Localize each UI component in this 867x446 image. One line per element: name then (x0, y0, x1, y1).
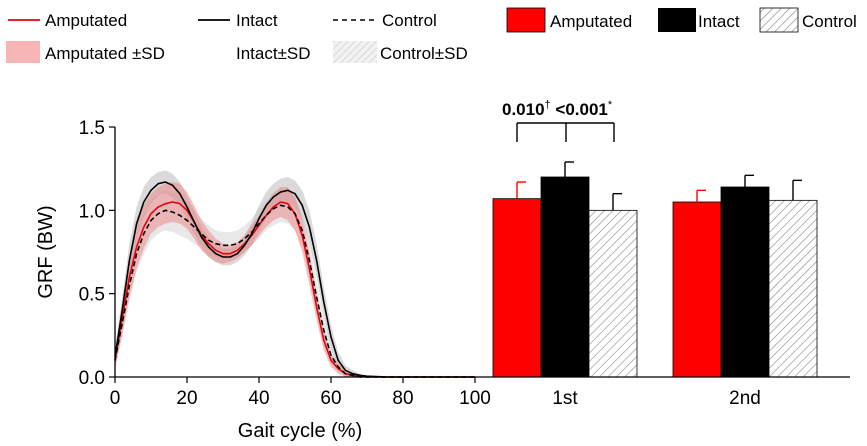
bar-intact-1st (540, 176, 590, 378)
legend-label-control-line: Control (382, 11, 437, 30)
p-value-annotation: 0.010† <0.001* (502, 99, 613, 119)
x-tick-label-100: 100 (459, 388, 491, 409)
x-tick-label-2nd: 2nd (729, 388, 761, 409)
legend-swatch-amputated-sd (6, 41, 40, 63)
legend-swatch-intact-bar (658, 8, 696, 32)
line-amputated (114, 201, 475, 378)
y-tick-label-1.0: 1.0 (79, 201, 105, 222)
sd-band-amputated (115, 182, 475, 377)
x-tick-label-60: 60 (320, 388, 341, 409)
ticks: 0 20 40 60 80 100 0.0 0.5 1.0 1.5 (79, 118, 491, 409)
y-tick-label-0.5: 0.5 (79, 285, 105, 306)
x-tick-label-40: 40 (248, 388, 269, 409)
legend-swatch-control-bar (759, 7, 799, 33)
legend-label-control-sd: Control±SD (380, 44, 468, 63)
legend-label-amputated-line: Amputated (45, 11, 127, 30)
mean-lines (114, 181, 475, 378)
x-tick-label-0: 0 (110, 388, 121, 409)
legend-swatch-amputated-bar (506, 7, 546, 33)
y-tick-label-0.0: 0.0 (79, 368, 105, 389)
legend-label-amputated-bar: Amputated (550, 12, 632, 31)
y-tick-label-1.5: 1.5 (79, 118, 105, 139)
bar-amputated-1st (492, 198, 542, 378)
legend-label-intact-sd: Intact±SD (236, 44, 311, 63)
legend-swatch-control-sd (333, 41, 377, 63)
x-tick-label-20: 20 (176, 388, 197, 409)
bar-control-1st (588, 209, 638, 378)
sd-bands (115, 170, 475, 377)
axes (114, 127, 850, 378)
bar-group: 1st 2nd (492, 161, 818, 409)
x-tick-label-1st: 1st (552, 388, 578, 409)
sd-band-control (115, 188, 475, 377)
legend: Amputated Intact Control Amputated ±SD I… (6, 7, 857, 63)
bar-amputated-2nd (672, 201, 722, 378)
x-axis-label: Gait cycle (%) (238, 420, 362, 442)
x-tick-label-80: 80 (392, 388, 413, 409)
legend-label-control-bar: Control (802, 12, 857, 31)
bar-intact-2nd (720, 186, 770, 378)
y-axis-label: GRF (BW) (35, 205, 57, 298)
legend-label-intact-line: Intact (236, 11, 278, 30)
legend-label-amputated-sd: Amputated ±SD (45, 44, 165, 63)
line-intact (114, 181, 475, 378)
significance-bracket: 0.010† <0.001* (502, 99, 615, 142)
legend-label-intact-bar: Intact (698, 12, 740, 31)
bar-control-2nd (768, 199, 818, 378)
